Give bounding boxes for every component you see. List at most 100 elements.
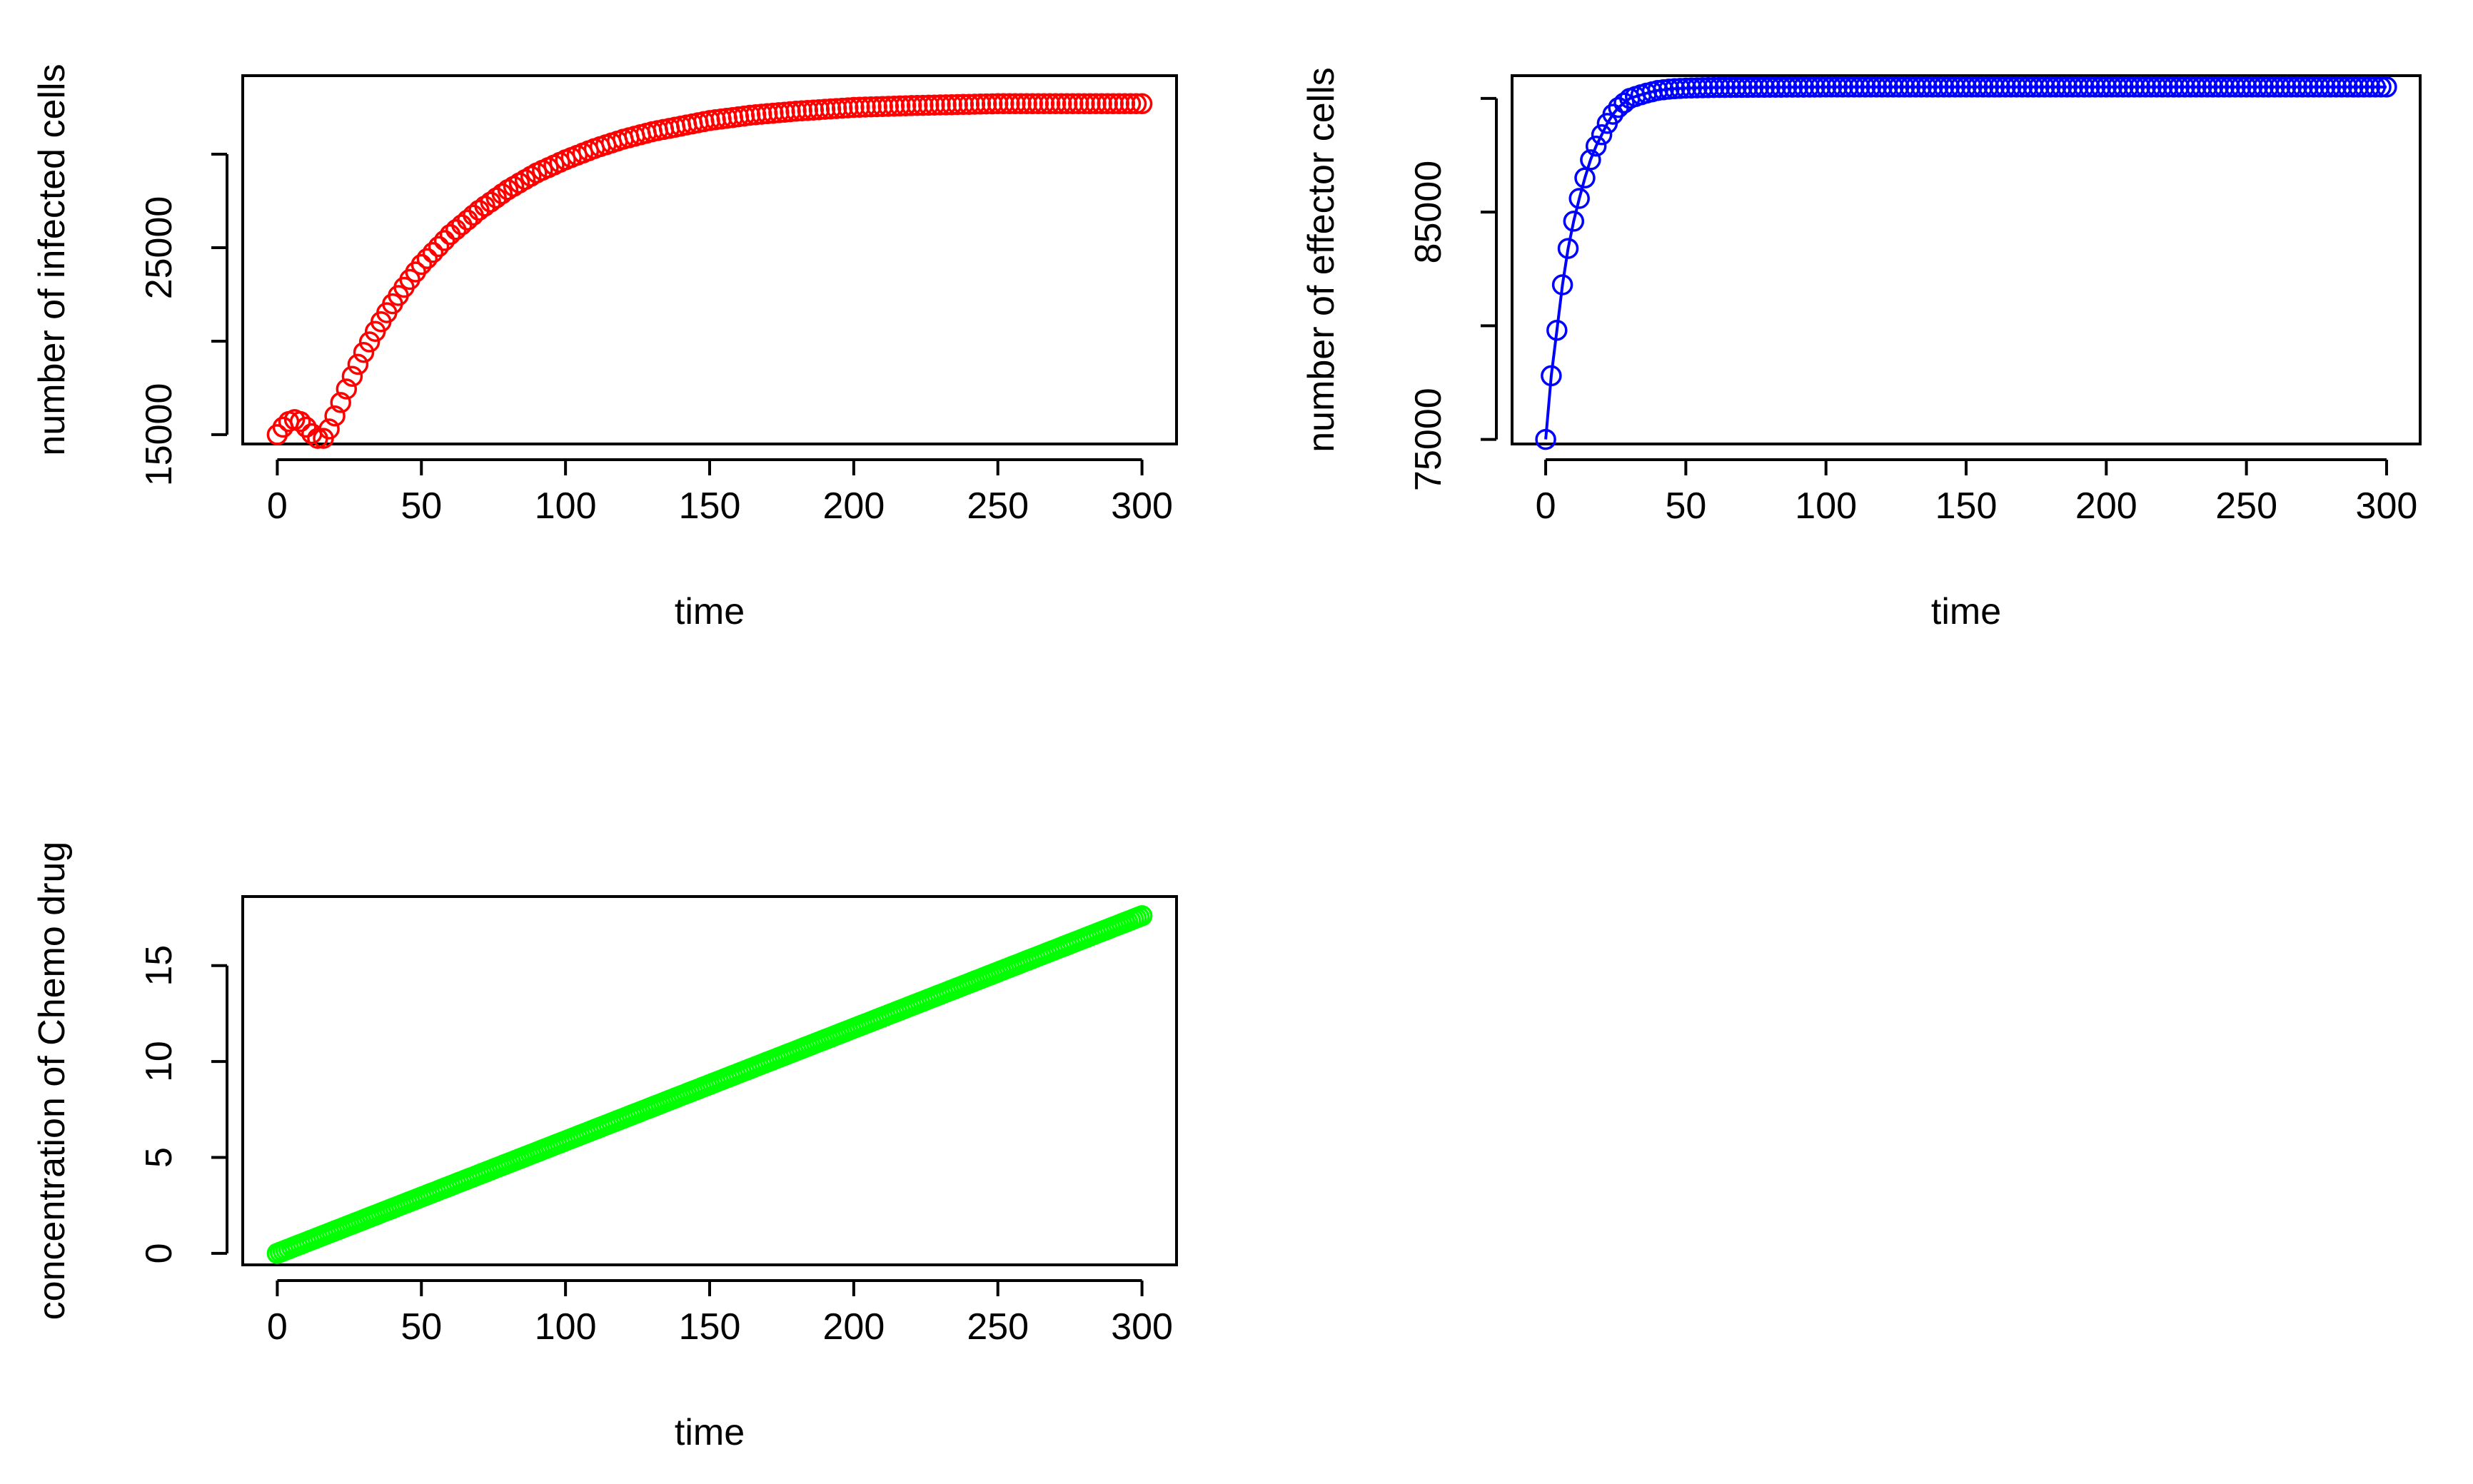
effector-cells-data-point — [1944, 76, 1966, 98]
effector-cells-x-tick-label: 50 — [1665, 485, 1706, 527]
infected-cells-x-axis-title: time — [675, 591, 745, 632]
effector-cells-data-point — [2241, 76, 2263, 98]
effector-cells-data-point — [2140, 76, 2162, 98]
infected-cells-data-point — [1050, 93, 1072, 115]
infected-cells-data-point — [324, 405, 346, 427]
infected-cells-data-point — [457, 209, 478, 231]
effector-cells-data-point — [1753, 76, 1776, 99]
effector-cells-data-point — [1557, 238, 1579, 259]
effector-cells-data-point — [1681, 77, 1702, 99]
infected-cells-data-point — [935, 94, 957, 116]
effector-cells-data-point — [2000, 76, 2022, 98]
effector-cells-data-point — [2034, 76, 2055, 98]
effector-cells-data-point — [1787, 76, 1809, 98]
infected-cells-x-tick-label: 250 — [967, 485, 1029, 527]
effector-cells-data-point — [1849, 76, 1870, 98]
infected-cells-data-point — [999, 93, 1020, 115]
effector-cells-data-point — [1966, 76, 1988, 98]
chemo-drug-x-tick-label: 50 — [401, 1306, 442, 1348]
effector-cells-data-point — [1905, 76, 1927, 98]
effector-cells-data-point — [2095, 76, 2117, 98]
infected-cells-data-point — [1085, 93, 1107, 115]
infected-cells-x-tick-label: 150 — [679, 485, 741, 527]
effector-cells-data-point — [2303, 76, 2325, 98]
effector-cells-data-point — [1955, 76, 1977, 98]
chemo-drug-data-point — [1131, 905, 1153, 927]
infected-cells-data-point — [296, 416, 317, 438]
effector-cells-data-point — [2264, 76, 2285, 98]
effector-cells-data-point — [1815, 76, 1837, 98]
infected-cells-x-tick-label: 300 — [1111, 485, 1173, 527]
infected-cells-x-tick-label: 100 — [535, 485, 597, 527]
infected-cells-data-point — [451, 214, 473, 236]
effector-cells-data-point — [2342, 76, 2364, 98]
infected-cells-data-point — [981, 93, 1003, 115]
effector-cells-data-point — [1922, 76, 1943, 98]
infected-cells-data-point — [1004, 93, 1026, 115]
effector-cells-data-point — [2062, 76, 2083, 98]
infected-cells-data-point — [491, 183, 513, 205]
effector-cells-data-point — [1708, 76, 1731, 99]
infected-cells-data-point — [358, 331, 381, 353]
effector-cells-data-point — [2023, 76, 2044, 98]
effector-cells-data-point — [1899, 76, 1921, 98]
effector-cells-plot-frame — [1511, 74, 2422, 445]
effector-cells-data-point — [2185, 76, 2207, 98]
effector-cells-data-point — [1972, 76, 1994, 98]
infected-cells-data-point — [1062, 93, 1084, 115]
effector-cells-data-point — [1826, 76, 1848, 98]
effector-cells-data-point — [1585, 135, 1607, 157]
infected-cells-data-point — [445, 219, 467, 241]
effector-cells-y-tick-label: 75000 — [1408, 388, 1449, 491]
effector-cells-data-point — [1591, 124, 1613, 146]
effector-cells-data-point — [1737, 76, 1758, 99]
effector-cells-data-point — [1933, 76, 1955, 98]
effector-cells-data-point — [2320, 76, 2342, 98]
effector-cells-data-point — [1720, 76, 1741, 99]
effector-cells-data-point — [2292, 76, 2313, 98]
effector-cells-data-point — [1613, 92, 1635, 113]
effector-cells-data-point — [2370, 76, 2392, 98]
chemo-drug-y-tick-label: 0 — [138, 1243, 180, 1263]
infected-cells-data-point — [889, 95, 911, 117]
chemo-drug-y-tick-label: 10 — [138, 1041, 180, 1082]
effector-cells-data-point — [2067, 76, 2089, 98]
effector-cells-data-point — [1726, 76, 1747, 99]
effector-cells-series-line — [1544, 85, 2387, 440]
infected-cells-data-point — [341, 365, 363, 387]
infected-cells-data-point — [883, 95, 905, 117]
effector-cells-data-point — [1950, 76, 1971, 98]
effector-cells-data-point — [1580, 149, 1601, 171]
effector-cells-x-tick-label: 300 — [2356, 485, 2418, 527]
effector-cells-data-point — [2162, 76, 2185, 98]
effector-cells-data-point — [1714, 76, 1736, 99]
infected-cells-y-axis-title: number of infected cells — [31, 64, 73, 455]
chemo-drug-plot-frame — [241, 895, 1178, 1266]
effector-cells-data-point — [2011, 76, 2033, 98]
effector-cells-data-point — [2347, 76, 2369, 98]
effector-cells-data-point — [1961, 76, 1983, 98]
effector-cells-data-point — [1781, 76, 1803, 98]
effector-cells-data-point — [1541, 365, 1562, 387]
effector-cells-data-point — [1810, 76, 1831, 98]
effector-cells-data-point — [2045, 76, 2067, 98]
infected-cells-data-point — [1125, 93, 1147, 115]
infected-cells-data-point — [318, 418, 340, 440]
effector-cells-data-point — [2180, 76, 2201, 98]
effector-cells-data-point — [1916, 76, 1938, 98]
infected-cells-data-point — [1074, 93, 1095, 115]
chemo-drug-x-tick-label: 150 — [679, 1306, 741, 1348]
effector-cells-data-point — [2191, 76, 2212, 98]
infected-cells-data-point — [1131, 93, 1153, 115]
effector-cells-data-point — [2219, 76, 2240, 98]
infected-cells-data-point — [1039, 93, 1061, 115]
effector-cells-data-point — [2028, 76, 2050, 98]
infected-cells-data-point — [930, 94, 951, 116]
effector-cells-data-point — [1669, 78, 1691, 99]
infected-cells-data-point — [353, 341, 375, 363]
effector-cells-data-point — [1675, 77, 1697, 99]
infected-cells-x-tick-label: 200 — [822, 485, 885, 527]
chemo-drug-x-tick-label: 200 — [822, 1306, 885, 1348]
infected-cells-data-point — [347, 353, 369, 375]
effector-cells-data-point — [1804, 76, 1825, 98]
